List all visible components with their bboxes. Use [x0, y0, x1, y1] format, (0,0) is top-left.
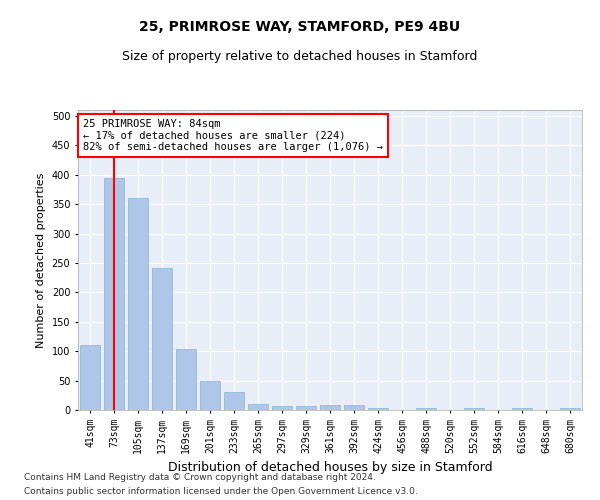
Bar [128, 198, 148, 410]
Bar [200, 380, 220, 410]
Bar [464, 408, 484, 410]
Text: 25, PRIMROSE WAY, STAMFORD, PE9 4BU: 25, PRIMROSE WAY, STAMFORD, PE9 4BU [139, 20, 461, 34]
Bar [176, 350, 196, 410]
Bar [104, 178, 124, 410]
Bar [152, 268, 172, 410]
Bar [320, 406, 340, 410]
Text: Size of property relative to detached houses in Stamford: Size of property relative to detached ho… [122, 50, 478, 63]
Bar [344, 406, 364, 410]
Bar [416, 408, 436, 410]
Text: Contains HM Land Registry data © Crown copyright and database right 2024.: Contains HM Land Registry data © Crown c… [24, 472, 376, 482]
Bar [224, 392, 244, 410]
Bar [560, 408, 580, 410]
Text: 25 PRIMROSE WAY: 84sqm
← 17% of detached houses are smaller (224)
82% of semi-de: 25 PRIMROSE WAY: 84sqm ← 17% of detached… [83, 119, 383, 152]
Y-axis label: Number of detached properties: Number of detached properties [36, 172, 46, 348]
Bar [512, 408, 532, 410]
Text: Contains public sector information licensed under the Open Government Licence v3: Contains public sector information licen… [24, 488, 418, 496]
Bar [368, 408, 388, 410]
Bar [80, 346, 100, 410]
X-axis label: Distribution of detached houses by size in Stamford: Distribution of detached houses by size … [167, 461, 493, 474]
Bar [248, 404, 268, 410]
Bar [272, 406, 292, 410]
Bar [296, 406, 316, 410]
